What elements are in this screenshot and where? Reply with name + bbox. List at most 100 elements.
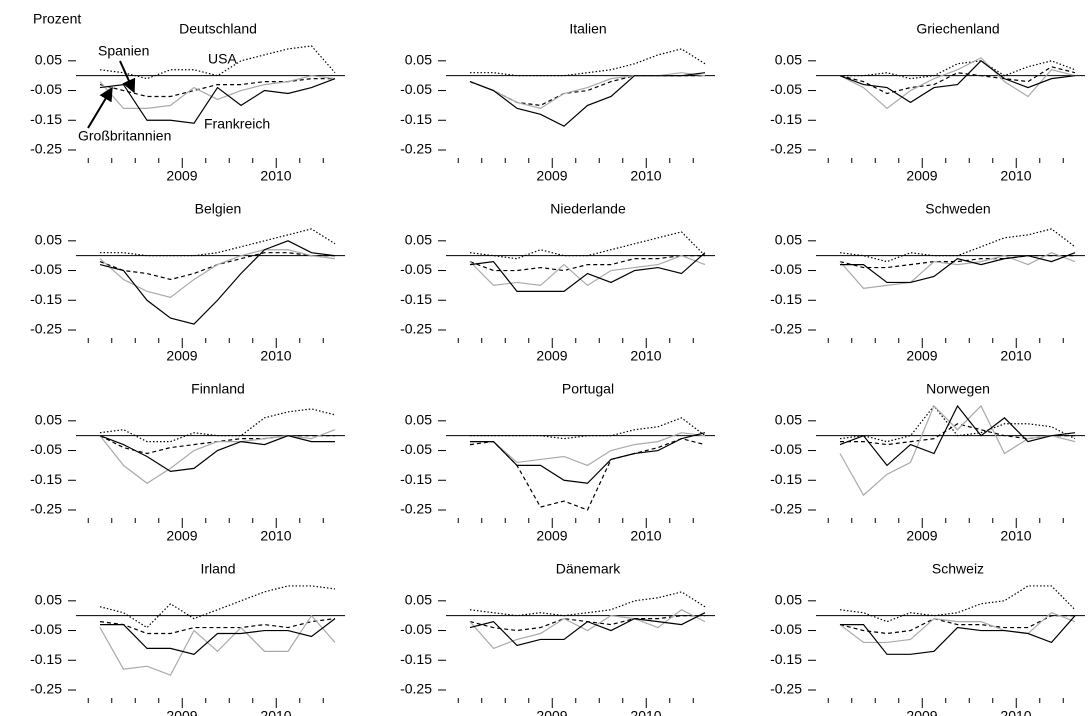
panel-title: Belgien xyxy=(195,201,242,217)
x-tick-label: 2010 xyxy=(260,528,291,544)
x-tick-label: 2010 xyxy=(630,528,661,544)
series-line xyxy=(99,614,336,676)
y-tick-label: -0.05 xyxy=(400,261,432,277)
panel: Irland 0.05 -0.05 -0.15 -0.25 2009 2010 xyxy=(30,561,345,716)
y-tick-label: -0.05 xyxy=(30,441,62,457)
x-tick-label: 2009 xyxy=(536,708,567,716)
panel-title: Italien xyxy=(569,21,606,37)
y-tick-label: 0.05 xyxy=(775,52,802,68)
y-tick-label: -0.05 xyxy=(770,621,802,637)
series-line xyxy=(839,404,1076,497)
y-tick-label: -0.15 xyxy=(400,111,432,127)
series-annotation: USA xyxy=(208,51,237,67)
y-tick-label: -0.05 xyxy=(400,81,432,97)
annotation-arrow xyxy=(119,60,136,94)
series-line xyxy=(839,404,1076,467)
series-line xyxy=(99,78,336,124)
y-tick-label: 0.05 xyxy=(775,412,802,428)
panel-title: Niederlande xyxy=(550,201,626,217)
y-tick-label: -0.25 xyxy=(770,501,802,517)
series-line xyxy=(469,72,706,110)
series-annotation: Spanien xyxy=(98,43,149,59)
series-line xyxy=(99,240,336,325)
annotation-arrow xyxy=(87,86,113,129)
y-tick-label: 0.05 xyxy=(35,412,62,428)
series-line xyxy=(469,255,705,272)
series-line xyxy=(99,408,336,443)
series-line xyxy=(99,435,335,472)
y-tick-label: -0.05 xyxy=(770,81,802,97)
series-line xyxy=(839,404,1076,443)
y-tick-label: -0.25 xyxy=(400,141,432,157)
x-tick-label: 2009 xyxy=(536,528,567,544)
x-tick-label: 2010 xyxy=(260,708,291,716)
x-tick-label: 2010 xyxy=(1000,168,1031,184)
panel: Dänemark 0.05 -0.05 -0.15 -0.25 2009 2010 xyxy=(400,561,715,716)
series-line xyxy=(839,615,1075,635)
series-line xyxy=(839,57,1076,110)
panel-title: Deutschland xyxy=(179,21,257,37)
panel: Portugal 0.05 -0.05 -0.15 -0.25 2009 2010 xyxy=(400,381,715,544)
series-line xyxy=(840,423,1075,446)
series-line xyxy=(100,618,336,655)
y-tick-label: -0.15 xyxy=(30,111,62,127)
y-tick-label: -0.05 xyxy=(30,81,62,97)
panel-title: Griechenland xyxy=(916,21,999,37)
x-tick-label: 2009 xyxy=(536,168,567,184)
panel-title: Portugal xyxy=(562,381,614,397)
y-tick-label: 0.05 xyxy=(775,592,802,608)
series-line xyxy=(99,249,336,298)
series-line xyxy=(839,66,1076,95)
y-tick-label: -0.15 xyxy=(400,651,432,667)
panel-title: Irland xyxy=(200,561,235,577)
y-tick-label: 0.05 xyxy=(775,232,802,248)
series-line xyxy=(469,252,706,292)
x-tick-label: 2009 xyxy=(166,168,197,184)
y-tick-label: -0.15 xyxy=(770,651,802,667)
series-line xyxy=(840,615,1076,655)
series-line xyxy=(469,591,706,617)
x-tick-label: 2010 xyxy=(630,168,661,184)
x-tick-label: 2010 xyxy=(630,348,661,364)
y-tick-label: -0.05 xyxy=(770,261,802,277)
series-line xyxy=(469,438,706,511)
series-line xyxy=(840,60,1076,80)
y-tick-label: -0.25 xyxy=(30,501,62,517)
series-line xyxy=(99,252,335,281)
y-tick-label: 0.05 xyxy=(35,592,62,608)
y-tick-label: -0.05 xyxy=(400,441,432,457)
y-tick-label: -0.15 xyxy=(30,651,62,667)
series-line xyxy=(839,255,1075,269)
y-tick-label: 0.05 xyxy=(405,52,432,68)
y-tick-label: 0.05 xyxy=(405,592,432,608)
panel: Finnland 0.05 -0.05 -0.15 -0.25 2009 2010 xyxy=(30,381,345,544)
y-tick-label: -0.05 xyxy=(770,441,802,457)
x-tick-label: 2009 xyxy=(906,168,937,184)
panel: Schweden 0.05 -0.05 -0.15 -0.25 2009 2010 xyxy=(770,201,1085,364)
series-annotation: Großbritannien xyxy=(78,128,171,144)
y-tick-label: -0.25 xyxy=(400,681,432,697)
panel-title: Dänemark xyxy=(556,561,622,577)
y-tick-label: -0.25 xyxy=(400,321,432,337)
y-tick-label: -0.25 xyxy=(30,681,62,697)
y-tick-label: 0.05 xyxy=(405,232,432,248)
series-line xyxy=(469,612,706,647)
series-line xyxy=(470,432,706,484)
series-line xyxy=(839,252,1076,290)
series-line xyxy=(469,609,706,650)
series-line xyxy=(470,432,706,467)
y-tick-label: -0.05 xyxy=(400,621,432,637)
series-line xyxy=(839,585,1076,623)
x-tick-label: 2009 xyxy=(166,708,197,716)
series-line xyxy=(99,45,336,80)
series-line xyxy=(469,72,706,127)
series-line xyxy=(99,429,336,484)
panel-title: Schweden xyxy=(925,201,990,217)
y-tick-label: -0.15 xyxy=(400,291,432,307)
y-tick-label: -0.25 xyxy=(30,141,62,157)
y-tick-label: -0.15 xyxy=(30,291,62,307)
series-line xyxy=(839,228,1076,263)
panel: Italien 0.05 -0.05 -0.15 -0.25 2009 2010 xyxy=(400,21,715,184)
panel: Schweiz 0.05 -0.05 -0.15 -0.25 2009 2010 xyxy=(770,561,1085,716)
